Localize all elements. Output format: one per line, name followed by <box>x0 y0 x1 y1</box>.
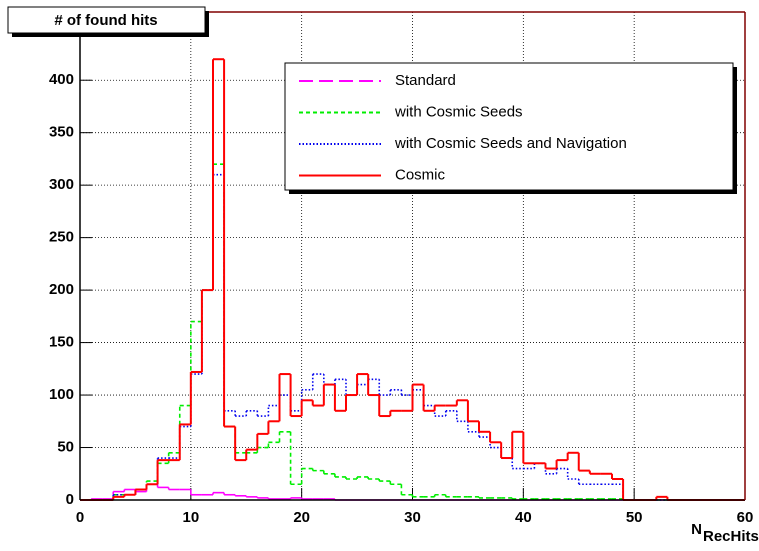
y-tick-label: 0 <box>66 491 74 508</box>
x-axis-label: N <box>691 521 702 538</box>
y-tick-label: 150 <box>49 334 74 351</box>
y-tick-label: 50 <box>57 438 74 455</box>
legend-label: with Cosmic Seeds and Navigation <box>394 135 627 152</box>
x-axis-label-sub: RecHits <box>703 528 759 545</box>
x-tick-label: 60 <box>737 509 754 526</box>
x-tick-label: 10 <box>182 509 199 526</box>
x-tick-label: 0 <box>76 509 84 526</box>
title-box <box>7 6 206 34</box>
y-tick-label: 100 <box>49 386 74 403</box>
legend <box>284 62 734 191</box>
x-tick-label: 50 <box>626 509 643 526</box>
legend-label: with Cosmic Seeds <box>394 103 523 120</box>
y-tick-label: 350 <box>49 124 74 141</box>
chart-title: # of found hits <box>54 12 157 29</box>
x-tick-label: 40 <box>515 509 532 526</box>
y-tick-label: 200 <box>49 281 74 298</box>
y-tick-label: 400 <box>49 71 74 88</box>
legend-label: Cosmic <box>395 166 446 183</box>
y-tick-label: 250 <box>49 229 74 246</box>
x-tick-label: 20 <box>293 509 310 526</box>
x-tick-label: 30 <box>404 509 421 526</box>
y-tick-label: 300 <box>49 176 74 193</box>
legend-label: Standard <box>395 72 456 89</box>
